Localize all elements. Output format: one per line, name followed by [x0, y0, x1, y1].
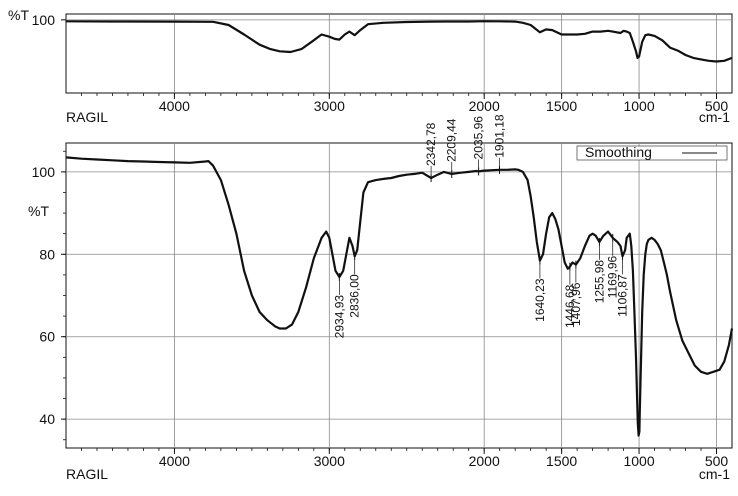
x-tick-label: 2000 [469, 98, 500, 114]
peak-label: 2836,00 [348, 274, 362, 318]
y-tick-label: 60 [39, 329, 55, 345]
peak-label: 1901,18 [492, 114, 506, 158]
peak-label: 1106,87 [616, 274, 630, 317]
x-tick-label: 3000 [314, 453, 345, 469]
peak-label: 1407,96 [569, 282, 583, 326]
peak-label: 1169,96 [606, 255, 620, 298]
x-tick-label: 4000 [159, 453, 190, 469]
y-tick-label: 40 [39, 411, 55, 427]
y-unit-label: %T [8, 7, 29, 23]
x-tick-label: 4000 [159, 98, 190, 114]
y-tick-label: 100 [32, 12, 56, 28]
y-tick-label: 80 [39, 246, 55, 262]
x-tick-label: 500 [705, 453, 729, 469]
plot-frame-1 [65, 13, 733, 94]
peak-label: 2035,96 [472, 116, 486, 160]
x-tick-label: 2000 [469, 453, 500, 469]
peak-label: 2342,78 [424, 122, 438, 166]
x-tick-label: 1000 [623, 453, 654, 469]
footer-right-label: cm-1 [699, 466, 730, 482]
x-tick-label: 1500 [546, 98, 577, 114]
y-unit-label: %T [28, 203, 49, 219]
legend-label: Smoothing [585, 144, 652, 160]
x-tick-label: 3000 [314, 98, 345, 114]
x-tick-label: 1500 [546, 453, 577, 469]
spectrum-line [65, 156, 734, 437]
footer-left-label: RAGIL [66, 466, 108, 482]
peak-label: 1446,68 [563, 284, 577, 328]
x-tick-label: 1000 [623, 98, 654, 114]
spectrum-line [65, 20, 733, 63]
peak-label: 1640,23 [533, 278, 547, 322]
y-tick-label: 100 [32, 164, 56, 180]
peak-label: 1255,98 [592, 260, 606, 304]
footer-right-label: cm-1 [699, 109, 730, 125]
x-tick-label: 500 [705, 98, 729, 114]
peak-label: 2209,44 [445, 118, 459, 162]
plot-frame-2 [65, 142, 733, 449]
footer-left-label: RAGIL [66, 109, 108, 125]
legend-box [576, 145, 728, 161]
peak-label: 2934,93 [332, 295, 346, 339]
